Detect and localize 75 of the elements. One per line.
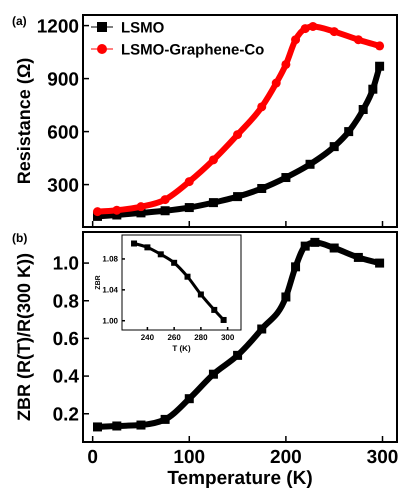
text: (b) <box>12 231 28 245</box>
point <box>308 22 318 31</box>
point <box>300 242 310 251</box>
point <box>354 35 363 44</box>
y-tick-label: 0.4 <box>52 366 80 388</box>
point <box>92 207 102 216</box>
point <box>211 306 218 313</box>
point <box>330 244 339 253</box>
point <box>281 292 290 302</box>
y-tick-label: 1.0 <box>52 254 79 275</box>
point <box>375 62 384 71</box>
point <box>171 260 178 266</box>
x-tick-label: 0 <box>87 447 98 468</box>
point <box>136 202 146 212</box>
point <box>310 238 320 247</box>
point <box>158 251 164 258</box>
x-axis-title: T (K) <box>172 344 191 353</box>
point <box>112 206 122 215</box>
point <box>160 195 170 204</box>
point <box>233 130 242 140</box>
point <box>375 258 384 268</box>
point <box>208 370 218 379</box>
y-tick-label: 1200 <box>36 16 79 38</box>
point <box>198 291 204 298</box>
point <box>184 177 194 186</box>
y-tick-label: 1.04 <box>102 286 119 295</box>
point <box>220 316 227 323</box>
y-axis-title: ZBR (R(T)/R(300 K)) <box>14 253 34 421</box>
y-tick-label: 1.00 <box>102 316 119 326</box>
point <box>368 84 378 94</box>
point <box>375 41 384 50</box>
x-tick-label: 260 <box>167 333 182 342</box>
x-tick-label: 200 <box>270 447 302 468</box>
legend-label: LSMO <box>121 19 165 36</box>
y-tick-label: 300 <box>47 175 79 196</box>
y-tick-label: 0.6 <box>52 329 79 350</box>
point <box>131 240 138 246</box>
point <box>92 422 102 432</box>
point <box>330 142 339 152</box>
point <box>160 414 170 424</box>
y-tick-label: 600 <box>47 122 79 144</box>
x-tick-label: 300 <box>220 333 235 342</box>
point <box>184 274 191 280</box>
x-tick-label: 240 <box>140 333 155 342</box>
y-tick-label: 0.8 <box>52 291 79 312</box>
point <box>281 60 290 69</box>
point <box>306 160 315 169</box>
x-tick-label: 280 <box>194 333 208 342</box>
text: (a) <box>12 14 27 28</box>
x-tick-label: 100 <box>173 447 206 468</box>
point <box>184 394 194 404</box>
x-axis-title: Temperature (K) <box>167 468 313 489</box>
point <box>272 78 281 88</box>
point <box>300 24 310 34</box>
y-tick-label: 900 <box>47 69 79 90</box>
y-tick-label: 0.2 <box>52 404 79 426</box>
point <box>208 198 218 208</box>
legend-label: LSMO-Graphene-Co <box>121 41 264 58</box>
point <box>281 173 290 182</box>
point <box>358 105 368 114</box>
y-axis-title: Resistance (Ω) <box>14 58 34 184</box>
point <box>257 102 266 112</box>
point <box>344 127 354 136</box>
point <box>144 244 150 250</box>
point <box>257 324 266 334</box>
point <box>291 262 300 272</box>
point <box>257 184 266 193</box>
point <box>208 155 218 164</box>
x-tick-label: 300 <box>366 447 398 468</box>
point <box>233 350 242 360</box>
point <box>354 252 363 262</box>
point <box>233 192 242 202</box>
point <box>330 27 339 36</box>
point <box>291 35 300 44</box>
y-tick-label: 1.08 <box>102 254 119 264</box>
